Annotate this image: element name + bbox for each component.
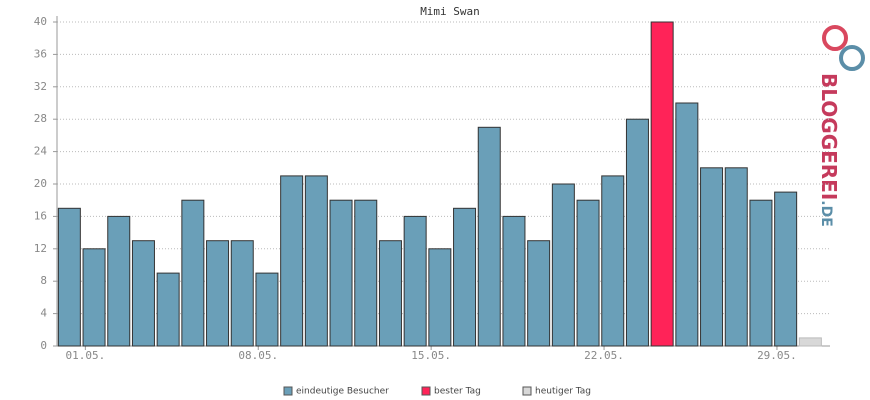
bar [675,102,699,347]
x-tick-label: 15.05. [411,349,451,362]
y-tick-label: 36 [34,47,47,60]
bar [527,240,551,347]
x-tick-label: 08.05. [238,349,278,362]
bar [798,337,822,347]
x-tick-label: 01.05. [65,349,105,362]
y-tick-label: 4 [40,307,47,320]
bar [255,272,279,347]
bar [329,199,353,347]
legend-swatch [421,386,431,396]
x-tick-label: 22.05. [584,349,624,362]
y-tick-label: 32 [34,80,47,93]
bar [650,21,674,347]
y-tick-label: 8 [40,274,47,287]
legend-label: bester Tag [434,387,481,397]
bar [354,199,378,347]
legend-label: heutiger Tag [535,387,591,397]
bar [749,199,773,347]
bar [156,272,180,347]
logo-suffix: .DE [818,200,834,227]
x-tick-label: 29.05. [757,349,797,362]
bar [477,126,501,347]
bar [57,207,81,347]
chart-title: Mimi Swan [420,5,480,18]
bar [428,248,452,347]
y-tick-label: 0 [40,339,47,352]
bar [82,248,106,347]
legend-label: eindeutige Besucher [296,387,389,397]
logo-icon [822,25,865,71]
y-tick-label: 28 [34,112,47,125]
bar [280,175,304,347]
bar [378,240,402,347]
bar [304,175,328,347]
y-tick-label: 20 [34,177,47,190]
bar [181,199,205,347]
y-tick-label: 24 [34,145,48,158]
bar [131,240,155,347]
bar [551,183,575,347]
bar [576,199,600,347]
y-tick-label: 16 [34,209,47,222]
bar [230,240,254,347]
logo-text: BLOGGEREI.DE [817,73,841,227]
bar [724,167,748,347]
bar [453,207,477,347]
legend-swatch [522,386,532,396]
y-tick-label: 12 [34,242,47,255]
bar [700,167,724,347]
bar [502,215,526,347]
bar [774,191,798,347]
bar [206,240,230,347]
legend-swatch [283,386,293,396]
bar [601,175,625,347]
bar [403,215,427,347]
logo-name: BLOGGEREI [817,73,841,200]
y-tick-label: 40 [34,15,47,28]
bar [625,118,649,347]
bar [107,215,131,347]
